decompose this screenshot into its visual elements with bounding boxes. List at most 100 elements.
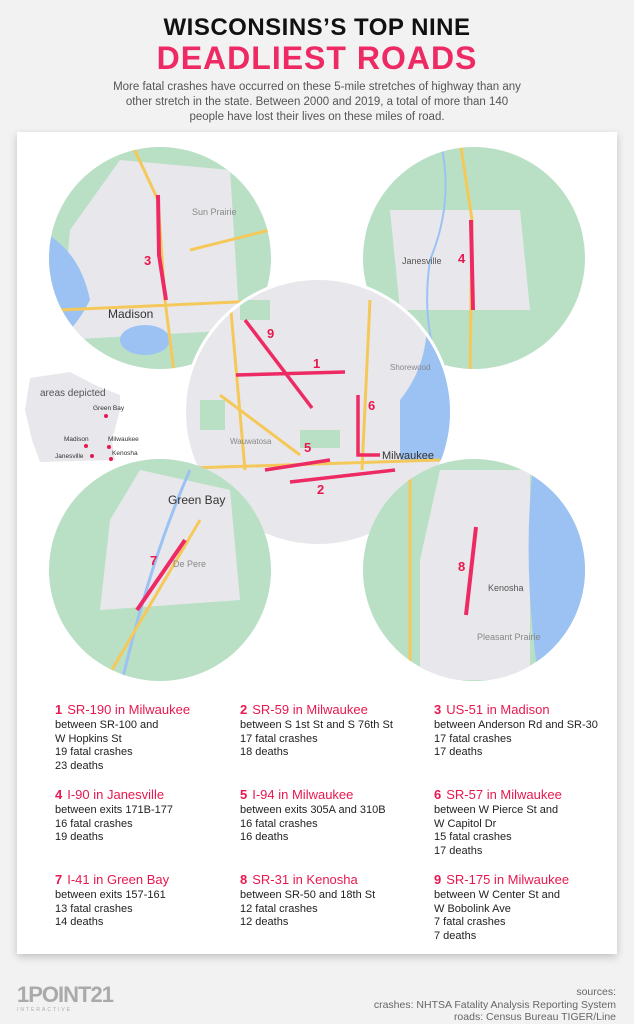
legend-line: 12 fatal crashes [240, 902, 318, 915]
legend-road-name: SR-57 in Milwaukee [446, 787, 562, 802]
legend-number: 7 [55, 872, 63, 887]
legend-line: 17 fatal crashes [434, 732, 512, 745]
legend-number: 2 [240, 702, 248, 717]
legend-line: between exits 171B-177 [55, 804, 174, 816]
legend-line: between SR-100 and [55, 719, 159, 731]
legend-number: 9 [434, 872, 442, 887]
legend-line: 19 deaths [55, 831, 104, 843]
legend-line: between W Pierce St and [434, 804, 559, 816]
legend-line: 13 fatal crashes [55, 902, 133, 915]
intro-text: More fatal crashes have occurred on thes… [113, 81, 521, 123]
inset-label: Madison [64, 436, 89, 443]
legend-number: 8 [240, 872, 248, 887]
road-marker: 6 [368, 398, 375, 413]
source-crashes: crashes: NHTSA Fatality Analysis Reporti… [373, 998, 616, 1011]
legend-number: 3 [434, 702, 442, 717]
legend-item: 5 I-94 in Milwaukee between exits 305A and… [240, 787, 430, 845]
legend-line: 17 deaths [434, 746, 483, 758]
city-label: Milwaukee [382, 450, 434, 462]
legend-road-name: SR-31 in Kenosha [252, 872, 358, 887]
legend-number: 6 [434, 787, 442, 802]
legend-line: 16 fatal crashes [55, 817, 133, 830]
legend-heading: 4 I-90 in Janesville [55, 787, 245, 803]
wisconsin-inset [25, 372, 120, 462]
legend-road-name: I-90 in Janesville [67, 787, 165, 802]
legend-line: between W Center St and [434, 889, 560, 901]
city-label: Sun Prairie [192, 207, 237, 217]
legend-line: between exits 305A and 310B [240, 804, 386, 816]
logo-subtitle: INTERACTIVE [17, 1007, 73, 1013]
legend-line: 18 deaths [240, 746, 289, 758]
map-greenbay: Green Bay De Pere 7 [49, 459, 271, 681]
legend-road-name: I-41 in Green Bay [67, 872, 170, 887]
city-label: Wauwatosa [230, 437, 272, 446]
legend-heading: 5 I-94 in Milwaukee [240, 787, 430, 803]
legend-heading: 1 SR-190 in Milwaukee [55, 702, 245, 718]
road-marker: 1 [313, 356, 320, 371]
legend-heading: 8 SR-31 in Kenosha [240, 872, 430, 888]
legend-line: 7 deaths [434, 929, 477, 942]
road-marker: 8 [458, 559, 465, 574]
legend-item: 1 SR-190 in Milwaukee between SR-100 and W … [55, 702, 245, 773]
legend-line: W Bobolink Ave [434, 902, 511, 915]
city-label: Shorewood [390, 363, 430, 372]
legend-item: 4 I-90 in Janesville between exits 171B-17… [55, 787, 245, 845]
legend-item: 6 SR-57 in Milwaukee between W Pierce St a… [434, 787, 624, 858]
title-line2: DEADLIEST ROADS [156, 40, 478, 76]
legend-heading: 2 SR-59 in Milwaukee [240, 702, 430, 718]
legend-number: 5 [240, 787, 248, 802]
city-label: Green Bay [168, 493, 225, 507]
road-marker: 2 [317, 482, 324, 497]
legend-road-name: I-94 in Milwaukee [252, 787, 354, 802]
legend-line: 14 deaths [55, 916, 104, 928]
legend-line: 17 deaths [434, 844, 483, 857]
legend-line: 17 fatal crashes [240, 732, 318, 745]
legend-heading: 9 SR-175 in Milwaukee [434, 872, 624, 888]
legend-item: 2 SR-59 in Milwaukee between S 1st St and … [240, 702, 430, 760]
inset-label: Milwaukee [108, 436, 139, 443]
legend-line: 23 deaths [55, 759, 104, 772]
maps: areas depicted Green Bay Madison Milwauk… [25, 147, 585, 681]
sources: sources: crashes: NHTSA Fatality Analysi… [374, 986, 616, 1024]
legend-heading: 3 US-51 in Madison [434, 702, 624, 718]
title-line1: WISCONSINS’S TOP NINE [163, 14, 471, 41]
legend-item: 8 SR-31 in Kenosha between SR-50 and 18th … [240, 872, 430, 930]
legend-line: between S 1st St and S 76th St [240, 719, 393, 731]
legend-road-name: SR-190 in Milwaukee [67, 702, 191, 717]
legend-road-name: US-51 in Madison [446, 702, 550, 717]
inset-label: Green Bay [93, 405, 125, 412]
legend-heading: 7 I-41 in Green Bay [55, 872, 245, 888]
logo-text: 1POINT21 [17, 982, 114, 1007]
legend-road-name: SR-175 in Milwaukee [446, 872, 570, 887]
legend-number: 4 [55, 787, 63, 802]
legend-line: between SR-50 and 18th St [240, 889, 376, 901]
legend-line: 16 deaths [240, 831, 289, 843]
logo: 1POINT21 INTERACTIVE [17, 982, 114, 1014]
road-marker: 3 [144, 253, 151, 268]
legend-line: W Hopkins St [55, 732, 122, 745]
map-kenosha: Kenosha Pleasant Prairie 8 [363, 459, 585, 681]
city-label: Madison [108, 307, 153, 321]
city-label: Kenosha [488, 583, 524, 593]
legend-line: 12 deaths [240, 916, 289, 928]
legend-line: 7 fatal crashes [434, 916, 506, 928]
legend-number: 1 [55, 702, 63, 717]
legend-line: 19 fatal crashes [55, 746, 133, 758]
legend-line: W Capitol Dr [434, 817, 497, 830]
legend-line: 15 fatal crashes [434, 831, 512, 843]
legend-road-name: SR-59 in Milwaukee [252, 702, 368, 717]
road-marker: 4 [458, 251, 466, 266]
city-label: Janesville [402, 256, 442, 266]
road-marker: 5 [304, 440, 311, 455]
sources-label: sources: [576, 986, 616, 998]
city-label: De Pere [173, 559, 206, 569]
legend-item: 9 SR-175 in Milwaukee between W Center St … [434, 872, 624, 943]
map-madison: Sun Prairie Madison 3 [49, 147, 271, 369]
inset-title: areas depicted [40, 388, 106, 399]
city-label: Pleasant Prairie [477, 632, 541, 642]
map-milwaukee: Shorewood Wauwatosa Milwaukee 1 2 5 6 9 [186, 280, 450, 544]
legend-item: 7 I-41 in Green Bay between exits 157-161 1… [55, 872, 245, 930]
road-marker: 7 [150, 553, 157, 568]
legend-line: 16 fatal crashes [240, 817, 318, 830]
road-marker: 9 [267, 326, 274, 341]
